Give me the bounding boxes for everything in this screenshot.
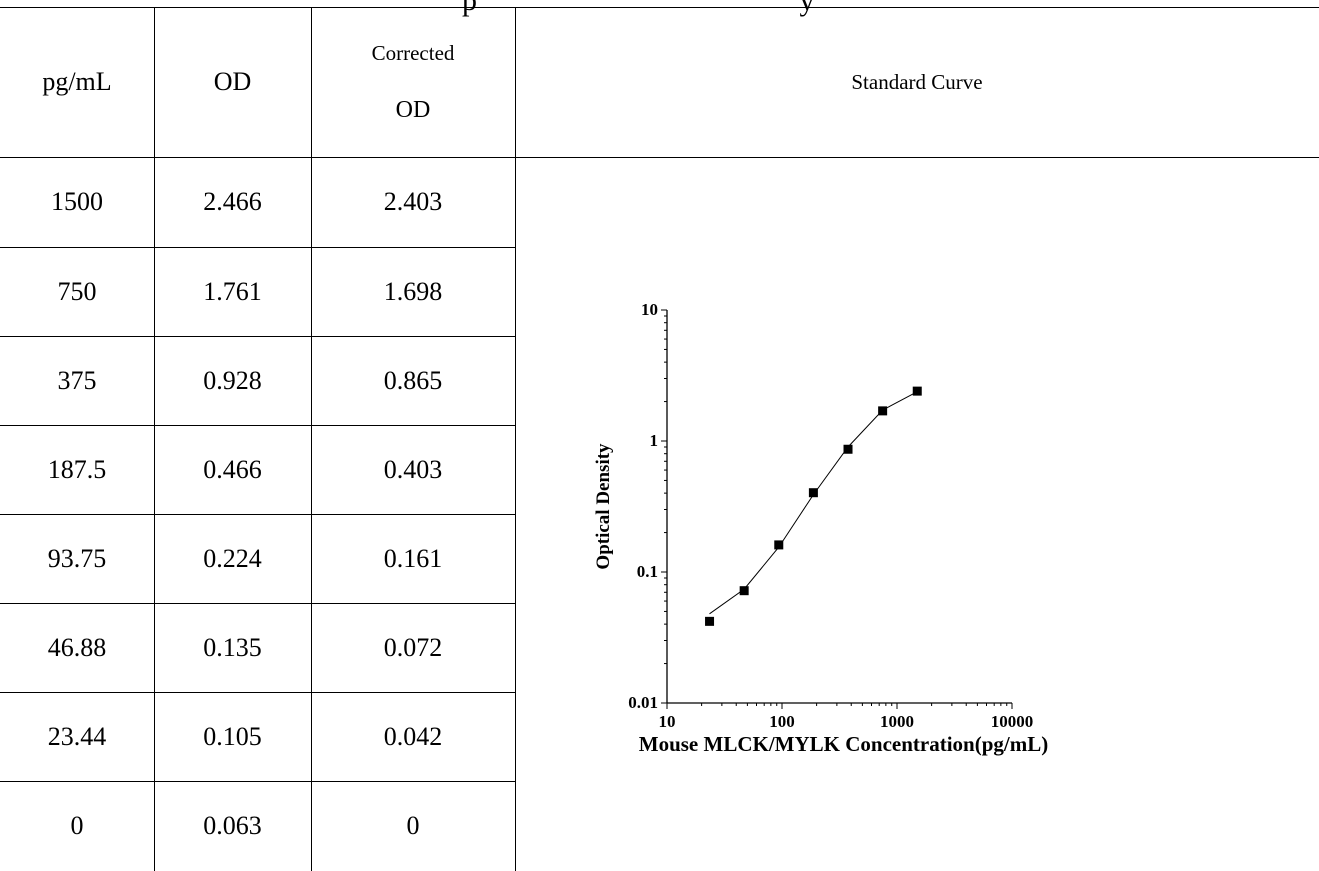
cell-od: 0.135	[203, 632, 262, 662]
cell-od: 0.466	[203, 454, 262, 484]
data-point	[774, 540, 784, 550]
cell-corrected-od: 0.072	[383, 632, 443, 662]
cell-od: 2.466	[203, 187, 262, 216]
y-tick-label: 0.1	[637, 562, 658, 581]
cell-od: 0.224	[203, 543, 262, 573]
y-axis-label: Optical Density	[593, 443, 614, 570]
cell-corrected-od: 0.403	[383, 454, 443, 484]
cell-concentration: 750	[57, 276, 97, 306]
table-vline	[311, 7, 312, 871]
header-standard-curve: Standard Curve	[851, 69, 983, 94]
cell-concentration: 187.5	[47, 454, 107, 484]
table-vline	[154, 7, 155, 871]
y-tick-label: 10	[641, 300, 658, 319]
header-od: OD	[213, 67, 252, 96]
cell-corrected-od: 0.042	[383, 721, 443, 751]
fit-curve-line	[709, 391, 918, 615]
header-rule	[0, 157, 1319, 158]
row-rule	[0, 514, 515, 515]
cell-concentration: 93.75	[47, 543, 107, 573]
cell-concentration: 46.88	[47, 632, 107, 662]
x-tick-label: 10000	[991, 712, 1034, 731]
cell-od: 0.105	[203, 721, 262, 751]
row-rule	[0, 425, 515, 426]
cell-od: 0.928	[203, 365, 262, 395]
data-point	[912, 386, 922, 396]
header-corrected-line2: OD	[395, 96, 431, 123]
y-tick-label: 1	[650, 431, 659, 450]
cell-corrected-od: 2.403	[383, 187, 443, 216]
cell-corrected-od: 0	[406, 811, 420, 840]
x-tick-label: 100	[769, 712, 795, 731]
cell-concentration: 375	[57, 365, 97, 395]
standard-curve-chart: 10 100 1000 10000 10 1 0.1 0.01 Mouse MLCK/MYLK …	[593, 300, 1048, 756]
top-rule	[0, 7, 1319, 8]
row-rule	[0, 336, 515, 337]
row-rule	[0, 781, 515, 782]
data-point	[843, 444, 853, 454]
header-corrected-od: Corrected OD	[311, 7, 515, 157]
x-tick-label: 1000	[880, 712, 914, 731]
row-rule	[0, 247, 515, 248]
data-table: pg/mL OD Corrected OD Standard Curve 150…	[0, 7, 1319, 871]
cell-concentration: 23.44	[47, 721, 107, 751]
cell-concentration: 1500	[51, 187, 103, 216]
header-concentration: pg/mL	[42, 67, 112, 96]
cell-od: 0.063	[203, 811, 262, 840]
row-rule	[0, 692, 515, 693]
data-point	[705, 616, 715, 626]
cell-od: 1.761	[203, 276, 262, 306]
page-title-fragment: p y	[462, 0, 815, 17]
table-vline	[515, 7, 516, 871]
y-tick-label: 0.01	[628, 693, 658, 712]
x-tick-label: 10	[659, 712, 676, 731]
cell-corrected-od: 0.865	[383, 365, 443, 395]
x-axis-label: Mouse MLCK/MYLK Concentration(pg/mL)	[639, 732, 1048, 756]
cell-concentration: 0	[70, 811, 84, 840]
header-corrected-line1: Corrected	[371, 40, 455, 65]
row-rule	[0, 603, 515, 604]
data-point	[739, 586, 749, 596]
data-point	[878, 406, 888, 416]
cell-corrected-od: 0.161	[383, 543, 443, 573]
cell-corrected-od: 1.698	[383, 276, 443, 306]
data-point	[808, 488, 818, 498]
